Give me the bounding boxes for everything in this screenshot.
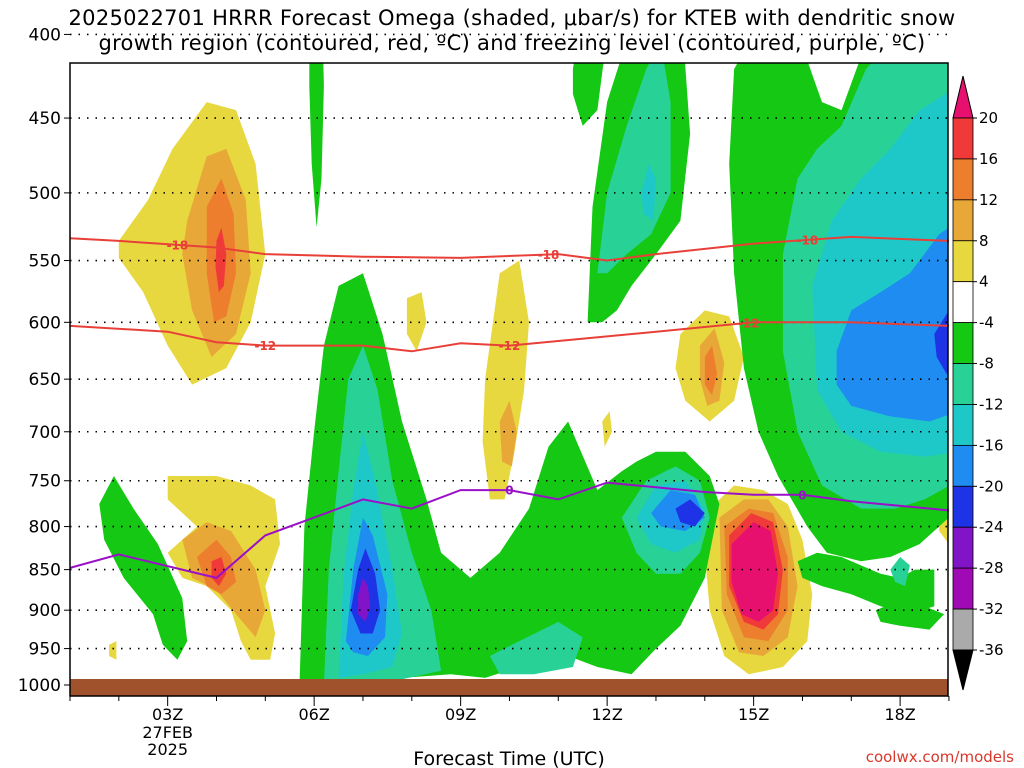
omega-region: [499, 400, 517, 467]
colorbar-tick-label: 20: [979, 109, 998, 127]
omega-region: [215, 227, 227, 293]
contour-label: -18: [796, 233, 818, 247]
x-date-label: 2025: [147, 740, 188, 759]
x-tick-label: 06Z: [298, 705, 329, 724]
chart-title-line1: 2025022701 HRRR Forecast Omega (shaded, …: [68, 6, 956, 30]
x-axis-label: Forecast Time (UTC): [413, 748, 604, 768]
y-tick-label: 950: [29, 640, 61, 660]
colorbar-tick-label: -28: [979, 559, 1004, 577]
y-tick-label: 750: [29, 472, 61, 492]
omega-region: [602, 411, 612, 447]
omega-region: [597, 63, 671, 274]
colorbar-swatch: [952, 444, 974, 487]
y-tick-label: 700: [29, 423, 61, 443]
omega-region: [572, 63, 604, 126]
colorbar-swatch: [952, 240, 974, 283]
colorbar-tick-label: 12: [979, 191, 998, 209]
x-tick-label: 03Z: [152, 705, 183, 724]
omega-region: [875, 602, 945, 630]
omega-region: [900, 0, 920, 26]
contour-label: 0: [798, 488, 806, 502]
y-tick-label: 450: [29, 109, 61, 129]
x-tick-label: 15Z: [738, 705, 769, 724]
colorbar-swatch: [952, 322, 974, 364]
y-tick-label: 550: [29, 252, 61, 272]
colorbar-tick-label: 16: [979, 150, 998, 168]
colorbar-swatch: [952, 75, 974, 119]
omega-region: [482, 260, 529, 500]
x-tick-label: 09Z: [445, 705, 476, 724]
x-tick-label: 18Z: [884, 705, 915, 724]
y-tick-label: 900: [29, 601, 61, 621]
colorbar-swatch: [952, 404, 974, 446]
colorbar: 20 16 12 8 4 -4 -8 -12 -16 -20 -24 -28 -32 -36: [952, 75, 1004, 691]
colorbar-tick-label: 8: [979, 232, 989, 250]
contour-label: 0: [505, 484, 513, 498]
colorbar-swatch: [952, 608, 974, 651]
omega-region: [890, 557, 910, 587]
omega-region: [934, 311, 948, 374]
x-tick-label: 12Z: [591, 705, 622, 724]
omega-region: [211, 557, 227, 587]
omega-region: [309, 63, 324, 228]
ground-surface: [70, 679, 948, 696]
contour-label: -12: [254, 339, 276, 353]
colorbar-swatch: [952, 281, 974, 324]
colorbar-swatch: [952, 158, 974, 201]
colorbar-tick-label: 4: [979, 273, 989, 291]
contour-line: [69, 235, 949, 262]
colorbar-tick-label: -20: [979, 477, 1004, 495]
y-axis: 2503003504004505005506006507007508008509…: [18, 25, 70, 696]
omega-region: [797, 552, 935, 615]
colorbar-swatch: [952, 649, 974, 691]
colorbar-swatch: [952, 117, 974, 160]
omega-region: [358, 577, 371, 622]
omega-region: [451, 0, 505, 43]
colorbar-tick-label: -16: [979, 436, 1004, 454]
y-tick-label: 650: [29, 370, 61, 390]
omega-region: [731, 522, 778, 622]
colorbar-swatch: [952, 363, 974, 405]
omega-field: [99, 0, 948, 685]
omega-region: [109, 0, 133, 7]
colorbar-tick-label: -32: [979, 600, 1004, 618]
omega-region: [704, 345, 717, 396]
omega-region: [489, 621, 583, 675]
contour-line: [69, 481, 949, 579]
colorbar-tick-label: -8: [979, 355, 994, 373]
colorbar-swatch: [952, 485, 974, 528]
chart-title: 2025022701 HRRR Forecast Omega (shaded, …: [0, 6, 1024, 56]
colorbar-tick-label: -24: [979, 518, 1004, 536]
y-tick-label: 400: [29, 25, 61, 45]
y-tick-label: 850: [29, 561, 61, 581]
colorbar-tick-label: -12: [979, 395, 1004, 413]
y-tick-label: 1000: [18, 676, 61, 696]
omega-region: [109, 641, 117, 660]
omega-region: [99, 476, 188, 660]
omega-region: [406, 292, 427, 352]
colorbar-swatch: [952, 567, 974, 610]
credit-text: coolwx.com/models: [866, 748, 1014, 766]
contour-label: -18: [538, 248, 560, 262]
ground-fill: [70, 679, 948, 696]
y-tick-label: 800: [29, 518, 61, 538]
colorbar-tick-label: -4: [979, 314, 994, 332]
contour-label: -12: [499, 339, 521, 353]
colorbar-swatch: [952, 526, 974, 569]
contour-label: -18: [167, 238, 189, 252]
contours: -18 -18 -18 -12 -12 -12 0 0: [69, 233, 949, 579]
colorbar-swatch: [952, 199, 974, 242]
contour-label: -12: [738, 316, 760, 330]
y-tick-label: 600: [29, 313, 61, 333]
omega-region: [675, 499, 705, 527]
colorbar-tick-label: -36: [979, 641, 1004, 659]
chart-title-line2: growth region (contoured, red, ºC) and f…: [98, 31, 926, 55]
x-date-label: 27FEB: [142, 723, 193, 742]
contour-line: [69, 321, 949, 353]
y-tick-label: 500: [29, 184, 61, 204]
